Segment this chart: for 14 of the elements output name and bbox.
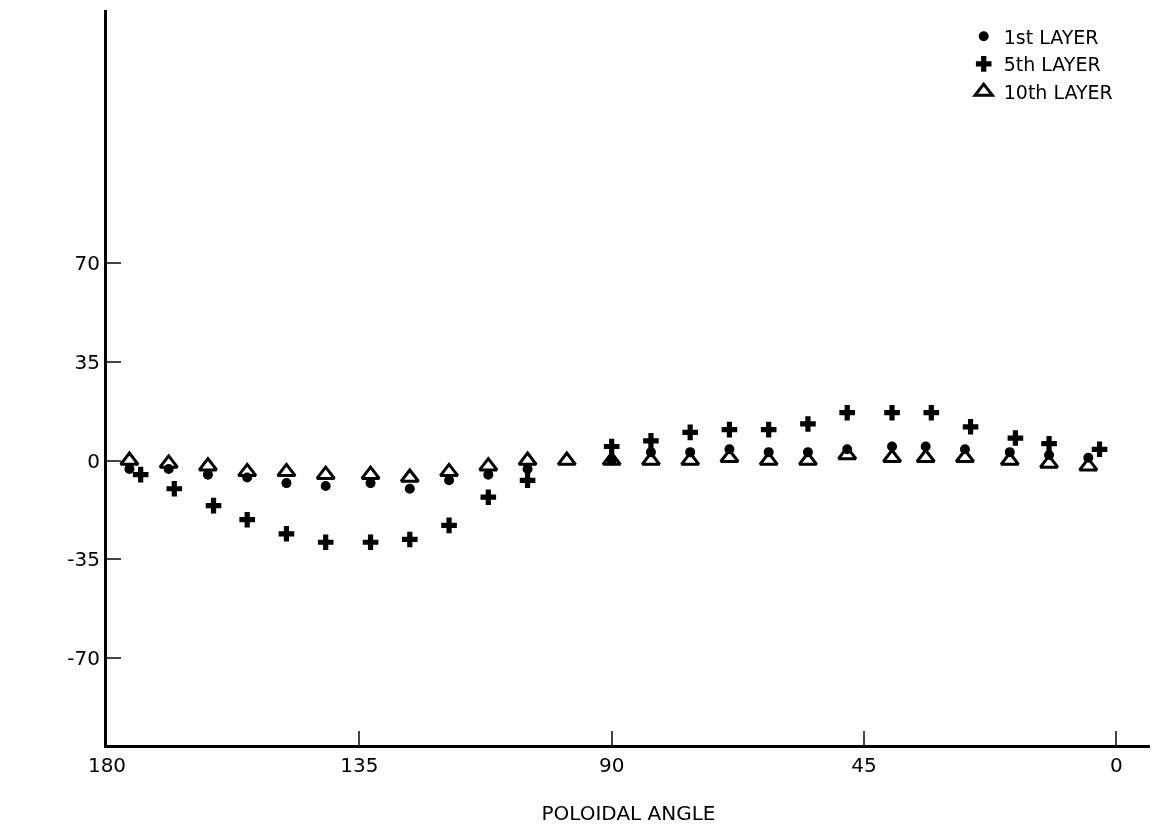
x-tick-label: 90	[598, 753, 625, 777]
x-tick-label: 135	[340, 753, 379, 777]
legend-label: 10th LAYER	[1003, 81, 1113, 104]
legend-label: 5th LAYER	[1003, 53, 1101, 76]
legend-label: 1st LAYER	[1003, 25, 1099, 48]
x-axis-title: POLOIDAL ANGLE	[541, 800, 716, 825]
x-tick-label: 180	[87, 753, 127, 777]
y-tick-label: 35	[74, 350, 100, 375]
x-tick-label: 45	[851, 753, 877, 777]
y-tick-label: 70	[74, 251, 100, 276]
x-tick-label: 0	[1109, 753, 1123, 777]
y-tick-label: -70	[67, 645, 100, 670]
y-tick-label: 0	[87, 448, 100, 473]
y-tick-label: -35	[67, 547, 100, 572]
